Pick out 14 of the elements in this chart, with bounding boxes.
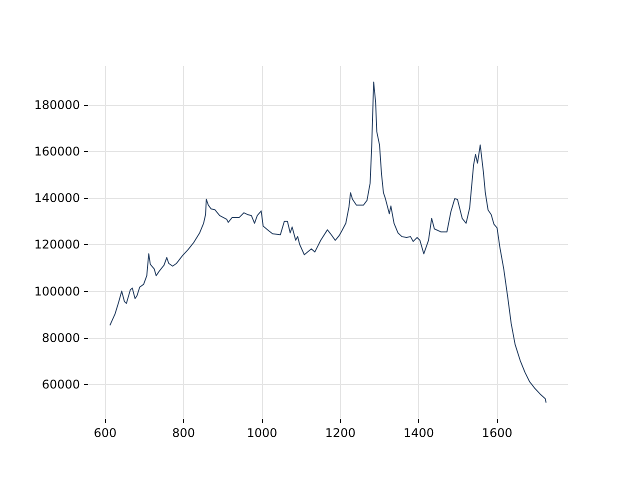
y-tick-label: 140000 xyxy=(34,191,80,206)
y-tick-label: 120000 xyxy=(34,238,80,252)
y-tick-label: 80000 xyxy=(42,330,80,345)
x-tick-label: 1200 xyxy=(325,426,356,440)
x-tick-label: 800 xyxy=(172,426,196,440)
y-tick-label: 100000 xyxy=(34,284,80,298)
y-tick-label: 180000 xyxy=(34,98,80,112)
y-tick-label: 60000 xyxy=(42,378,80,392)
x-tick-label: 1400 xyxy=(403,426,434,440)
x-tick-label: 1600 xyxy=(482,426,512,440)
x-tick-label: 600 xyxy=(94,426,117,440)
y-tick-label: 160000 xyxy=(34,144,80,159)
x-tick-label: 1000 xyxy=(246,426,278,440)
line-series xyxy=(109,82,547,404)
